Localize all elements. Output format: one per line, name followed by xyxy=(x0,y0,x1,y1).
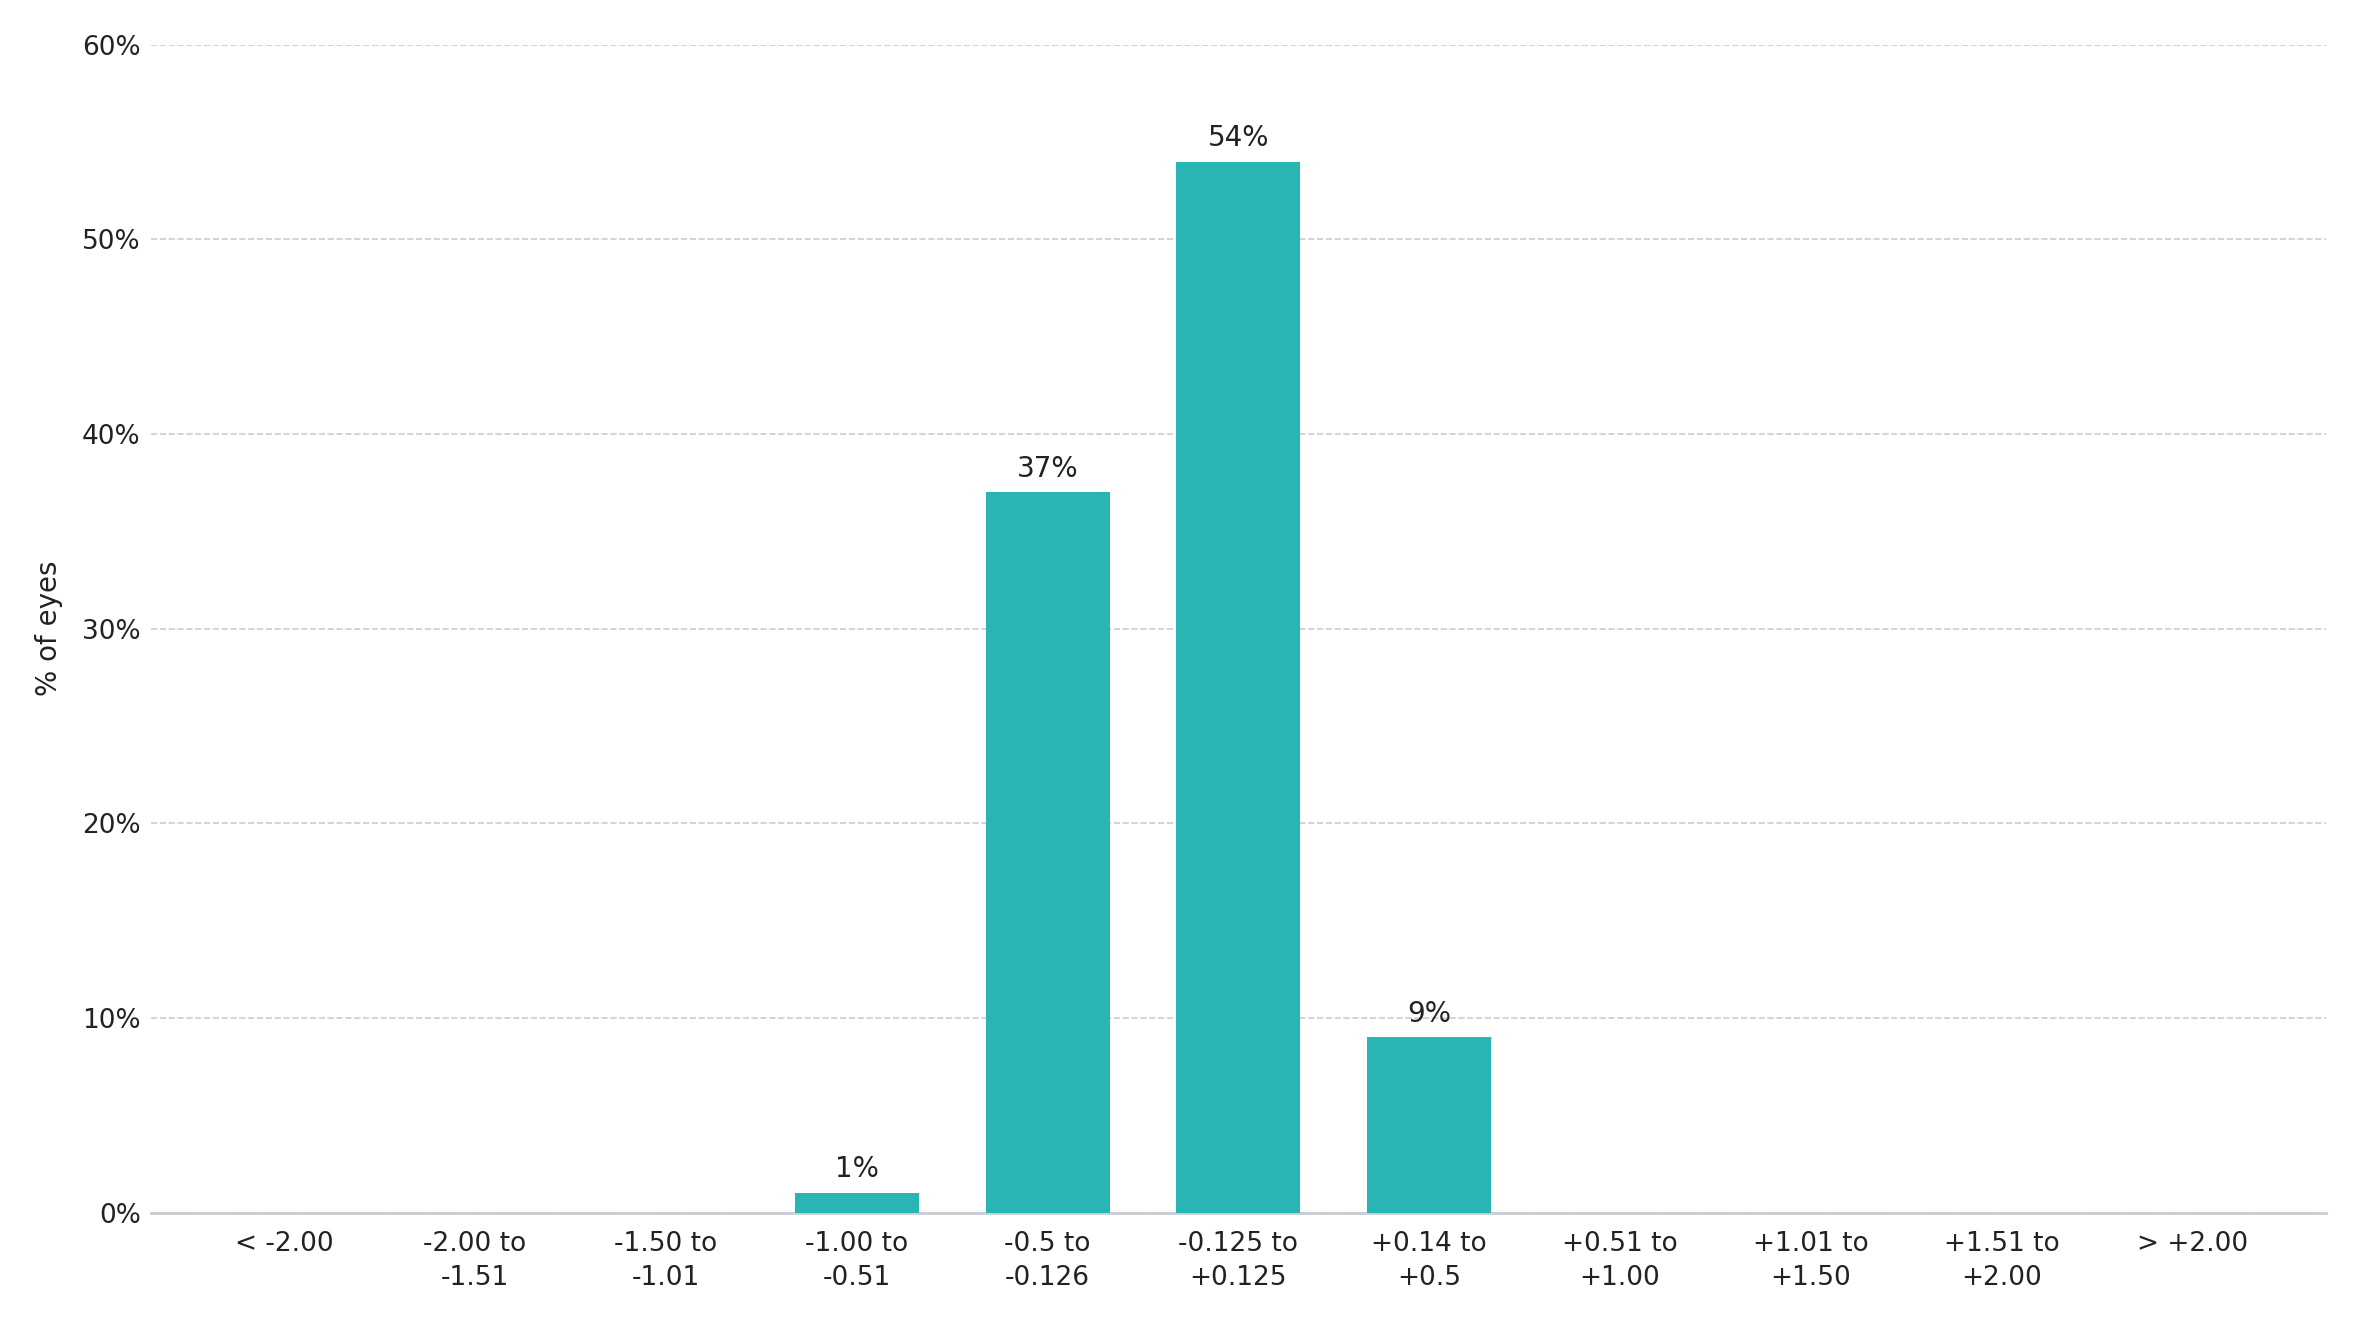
Text: 37%: 37% xyxy=(1018,455,1079,483)
Bar xyxy=(796,1193,918,1212)
Text: 54%: 54% xyxy=(1206,123,1270,151)
Text: 1%: 1% xyxy=(836,1155,878,1183)
Bar xyxy=(1367,1037,1492,1212)
Bar xyxy=(985,492,1110,1212)
Text: 9%: 9% xyxy=(1407,1000,1452,1028)
Bar xyxy=(1176,162,1301,1212)
Y-axis label: % of eyes: % of eyes xyxy=(35,561,64,696)
